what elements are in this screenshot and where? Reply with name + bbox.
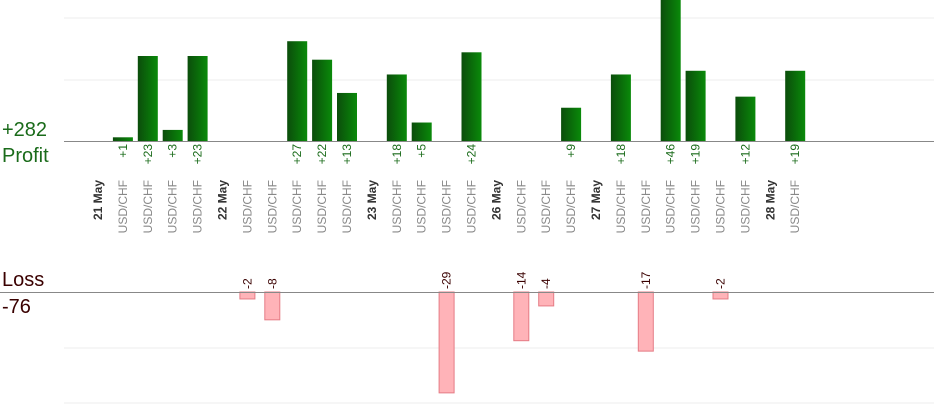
profit-value-label: +23 (141, 144, 155, 165)
symbol-label: USD/CHF (738, 180, 752, 233)
loss-label: Loss (2, 269, 45, 291)
loss-value-label: -17 (639, 271, 653, 289)
symbol-label: USD/CHF (788, 180, 802, 233)
symbol-label: USD/CHF (539, 180, 553, 233)
profit-bar (287, 41, 308, 141)
profit-bar (112, 137, 133, 141)
symbol-label: USD/CHF (465, 180, 479, 233)
profit-value-label: +3 (166, 144, 180, 158)
symbol-label: USD/CHF (714, 180, 728, 233)
symbol-label: USD/CHF (390, 180, 404, 233)
profit-bar (337, 92, 357, 141)
profit-bar (411, 122, 432, 141)
profit-value-label: +13 (340, 144, 354, 165)
loss-bar (239, 291, 256, 300)
symbol-label: USD/CHF (340, 180, 354, 233)
profit-value-label: +46 (664, 144, 678, 165)
symbol-label: USD/CHF (689, 180, 703, 233)
profit-total: +282 (2, 119, 48, 141)
loss-value-label: -8 (265, 278, 279, 289)
symbol-label: USD/CHF (514, 180, 528, 233)
loss-bar (513, 291, 530, 342)
profit-value-label: +19 (689, 144, 703, 165)
loss-value-label: -2 (240, 278, 254, 289)
date-label: 28 May (763, 180, 777, 220)
loss-bar (438, 291, 455, 394)
profit-bar (187, 56, 208, 141)
loss-bar (538, 291, 555, 307)
labels: 21 May USD/CHF +1 USD/CHF +23 USD/CHF +3 USD/CH… (91, 144, 802, 289)
profit-value-label: +9 (564, 144, 578, 158)
date-label: 27 May (589, 180, 603, 220)
profit-bar (610, 74, 631, 141)
profit-bar (312, 59, 333, 142)
profit-bar (162, 129, 183, 141)
symbol-label: USD/CHF (315, 180, 329, 233)
symbol-label: USD/CHF (639, 180, 653, 233)
loss-value-label: -14 (514, 271, 528, 289)
profit-bar (461, 52, 482, 141)
profit-value-label: +27 (290, 144, 304, 165)
symbol-label: USD/CHF (166, 180, 180, 233)
profit-bar (386, 74, 407, 141)
bars (112, 0, 806, 394)
symbol-label: USD/CHF (415, 180, 429, 233)
profit-value-label: +19 (788, 144, 802, 165)
profit-value-label: +1 (116, 144, 130, 158)
profit-value-label: +18 (614, 144, 628, 165)
loss-total: -76 (2, 296, 31, 318)
symbol-label: USD/CHF (664, 180, 678, 233)
symbol-label: USD/CHF (265, 180, 279, 233)
loss-bar (712, 291, 729, 300)
profit-bar (137, 56, 158, 141)
profit-value-label: +12 (738, 144, 752, 165)
profit-value-label: +18 (390, 144, 404, 165)
profit-value-label: +5 (415, 144, 429, 158)
profit-bar (660, 0, 681, 141)
loss-bar (264, 291, 281, 321)
loss-value-label: -29 (440, 271, 454, 289)
profit-value-label: +22 (315, 144, 329, 165)
profit-bar (735, 96, 756, 141)
symbol-label: USD/CHF (240, 180, 254, 233)
profit-value-label: +24 (465, 144, 479, 165)
loss-bar (637, 291, 654, 352)
profit-bar (785, 70, 806, 141)
profit-value-label: +23 (191, 144, 205, 165)
symbol-label: USD/CHF (614, 180, 628, 233)
loss-value-label: -2 (714, 278, 728, 289)
profit-label: Profit (2, 145, 49, 167)
symbol-label: USD/CHF (564, 180, 578, 233)
profit-bar (685, 70, 706, 141)
symbol-label: USD/CHF (440, 180, 454, 233)
symbol-label: USD/CHF (290, 180, 304, 233)
date-label: 26 May (489, 180, 503, 220)
symbol-label: USD/CHF (141, 180, 155, 233)
date-label: 22 May (216, 180, 230, 220)
loss-value-label: -4 (539, 278, 553, 289)
symbol-label: USD/CHF (191, 180, 205, 233)
date-label: 23 May (365, 180, 379, 220)
symbol-label: USD/CHF (116, 180, 130, 233)
date-label: 21 May (91, 180, 105, 220)
profit-bar (561, 107, 582, 141)
